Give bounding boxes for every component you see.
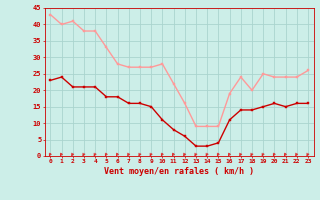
X-axis label: Vent moyen/en rafales ( km/h ): Vent moyen/en rafales ( km/h ) xyxy=(104,167,254,176)
